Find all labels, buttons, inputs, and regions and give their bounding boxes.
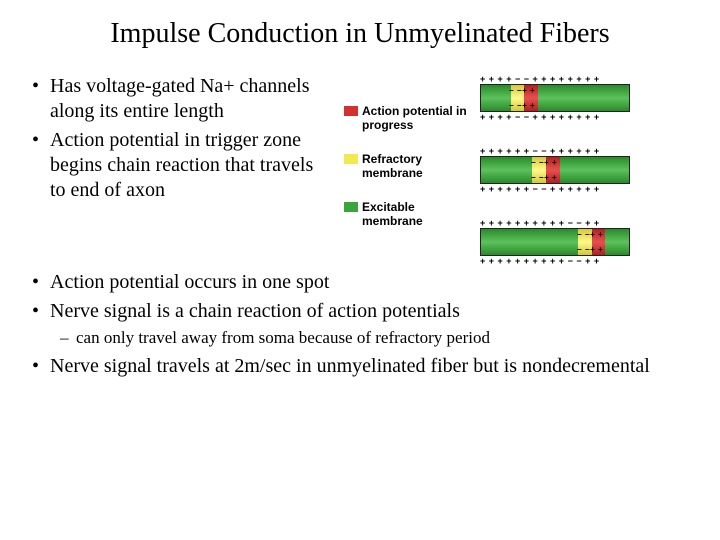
legend-item-refractory: Refractory membrane xyxy=(344,152,474,180)
sub-bullet-item: can only travel away from soma because o… xyxy=(60,328,688,348)
inner-charges-top: − −+ + xyxy=(531,158,557,167)
legend-swatch xyxy=(344,154,358,164)
axon-segment-green xyxy=(560,157,629,183)
axon-segment-green xyxy=(605,229,629,255)
axon-body: − −+ +− −+ +⤸⤹ xyxy=(480,156,630,184)
legend-label: Refractory membrane xyxy=(362,152,474,180)
legend-item-excitable: Excitable membrane xyxy=(344,200,474,228)
flow-arrow-icon: ⤹ xyxy=(537,183,542,184)
charges-top: + + + + + + − − + + + + + + xyxy=(480,146,688,156)
axon-segment-green xyxy=(481,85,511,111)
bullet-item: Action potential occurs in one spot xyxy=(32,270,688,295)
bullet-list-top: Has voltage-gated Na+ channels along its… xyxy=(32,74,332,203)
legend-swatch xyxy=(344,106,358,116)
bullet-item: Action potential in trigger zone begins … xyxy=(32,128,332,203)
inner-charges-bottom: − −+ + xyxy=(531,173,557,182)
legend-label: Excitable membrane xyxy=(362,200,474,228)
axon-body: − −+ +− −+ +⤸⤹ xyxy=(480,228,630,256)
flow-arrow-icon: ⤸ xyxy=(537,156,542,157)
axon: + + + + + + + + + + − − + +− −+ +− −+ +⤸… xyxy=(480,218,688,266)
flow-arrow-icon: ⤹ xyxy=(515,111,520,112)
flow-arrow-icon: ⤸ xyxy=(583,228,588,229)
charges-top: + + + + + + + + + + − − + + xyxy=(480,218,688,228)
charges-bottom: + + + + + + − − + + + + + + xyxy=(480,184,688,194)
slide-title: Impulse Conduction in Unmyelinated Fiber… xyxy=(32,18,688,50)
bullet-list-last: Nerve signal travels at 2m/sec in unmyel… xyxy=(32,354,688,379)
axon-segment-green xyxy=(481,157,532,183)
flow-arrow-icon: ⤸ xyxy=(515,84,520,85)
axon-diagrams: + + + + − − + + + + + + + +− −+ +− −+ +⤸… xyxy=(480,74,688,266)
charges-bottom: + + + + + + + + + + − − + + xyxy=(480,256,688,266)
inner-charges-bottom: − −+ + xyxy=(509,101,535,110)
legend: Action potential in progress Refractory … xyxy=(344,74,474,266)
axon-segment-green xyxy=(538,85,629,111)
charges-top: + + + + − − + + + + + + + + xyxy=(480,74,688,84)
legend-swatch xyxy=(344,202,358,212)
inner-charges-bottom: − −+ + xyxy=(577,245,603,254)
diagram: Action potential in progress Refractory … xyxy=(344,74,688,266)
bullet-list-full: Action potential occurs in one spot Nerv… xyxy=(32,270,688,324)
inner-charges-top: − −+ + xyxy=(577,230,603,239)
legend-item-action-potential: Action potential in progress xyxy=(344,104,474,132)
inner-charges-top: − −+ + xyxy=(509,86,535,95)
legend-label: Action potential in progress xyxy=(362,104,474,132)
flow-arrow-icon: ⤹ xyxy=(583,255,588,256)
axon-segment-green xyxy=(481,229,578,255)
sub-bullet-list: can only travel away from soma because o… xyxy=(60,328,688,348)
bullet-item: Nerve signal is a chain reaction of acti… xyxy=(32,299,688,324)
axon-body: − −+ +− −+ +⤸⤹ xyxy=(480,84,630,112)
axon: + + + + − − + + + + + + + +− −+ +− −+ +⤸… xyxy=(480,74,688,122)
bullet-item: Has voltage-gated Na+ channels along its… xyxy=(32,74,332,124)
bullet-item: Nerve signal travels at 2m/sec in unmyel… xyxy=(32,354,688,379)
axon: + + + + + + − − + + + + + +− −+ +− −+ +⤸… xyxy=(480,146,688,194)
charges-bottom: + + + + − − + + + + + + + + xyxy=(480,112,688,122)
